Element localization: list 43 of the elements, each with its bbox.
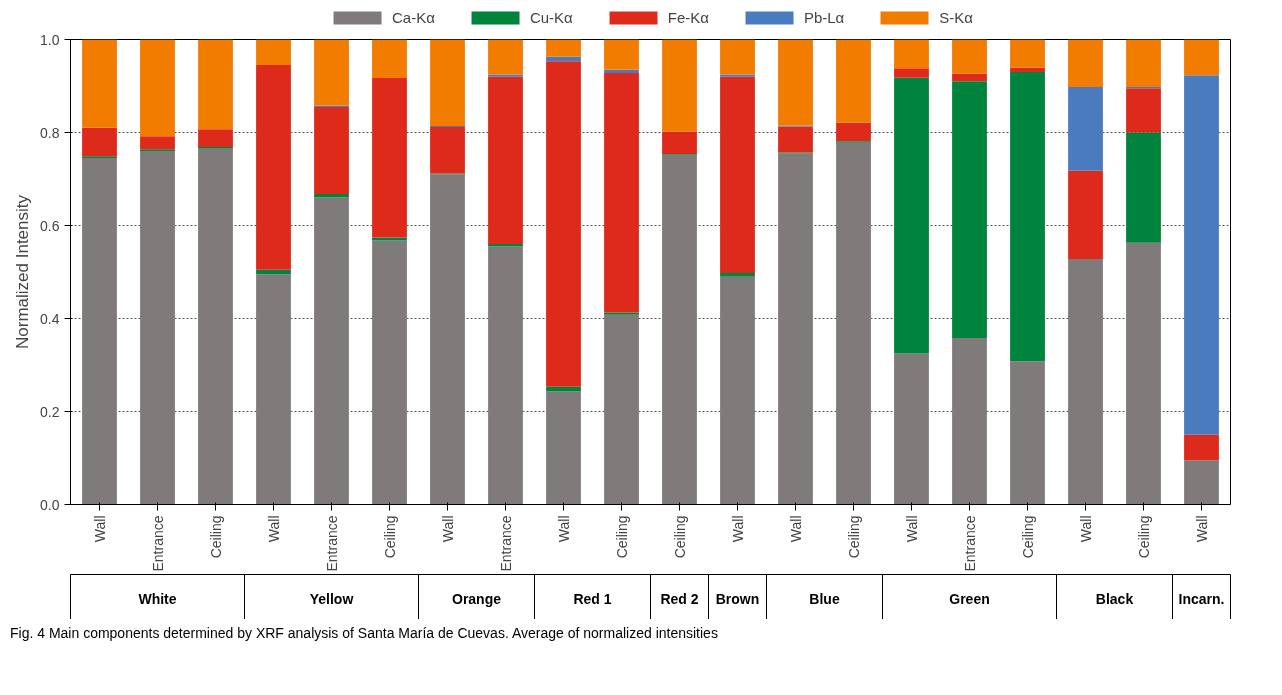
y-tick-label: 0.6 [40,217,60,234]
y-tick-label: 1.0 [40,31,60,48]
x-tick-label: Ceiling [671,515,688,559]
legend-label: Pb-Lα [803,8,845,26]
caption: Fig. 4 Main components determined by XRF analysis of Santa María de Cuevas. Average of normalized intensities [10,624,718,643]
legend-label: Cu-Kα [529,8,573,26]
text: Incarn. [1178,591,1225,608]
text: Orange [451,591,502,608]
x-tick-label: Ceiling [1019,515,1036,559]
x-tick-label: Wall [555,515,572,543]
x-tick-label: Wall [903,515,920,543]
legend-label: S-Kα [939,8,973,26]
y-tick-label: 0.2 [40,403,60,420]
x-tick-label: Wall [1077,515,1094,543]
text: White [138,591,177,608]
x-tick-label: Wall [265,515,282,543]
x-tick-label: Ceiling [1135,515,1152,559]
x-tick-label: Wall [1193,515,1210,543]
x-tick-label: Ceiling [207,515,224,559]
text: Red 2 [660,591,699,608]
text: Brown [715,591,760,608]
y-axis-title: Normalized Intensity [13,194,33,349]
x-tick-label: Wall [439,515,456,543]
text: Black [1095,591,1134,608]
legend-label: Fe-Kα [667,8,709,26]
x-tick-label: Ceiling [845,515,862,559]
x-tick-label: Ceiling [613,515,630,559]
x-tick-label: Wall [787,515,804,543]
text: Green [949,591,990,608]
x-tick-label: Wall [729,515,746,543]
x-tick-label: Entrance [323,515,340,572]
y-tick-label: 0.0 [40,496,60,513]
legend-label: Ca-Kα [392,8,435,26]
x-tick-label: Wall [91,515,108,543]
x-tick-label: Ceiling [381,515,398,559]
y-tick-label: 0.8 [40,124,60,141]
text: Blue [809,591,840,608]
x-tick-label: Entrance [149,515,166,572]
y-tick-label: 0.4 [40,310,60,327]
text: Red 1 [573,591,612,608]
x-tick-label: Entrance [497,515,514,572]
text: Yellow [309,591,354,608]
x-tick-label: Entrance [961,515,978,572]
